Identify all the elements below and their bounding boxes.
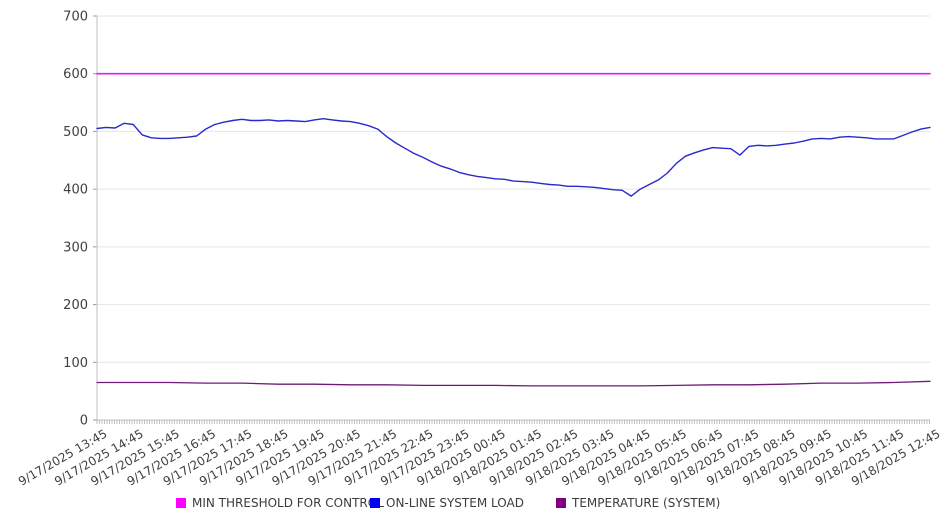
system-load-swatch-icon xyxy=(370,498,380,508)
y-axis-ticks xyxy=(93,15,97,421)
y-axis-label: 500 xyxy=(63,125,88,140)
legend-item-temperature[interactable]: TEMPERATURE (SYSTEM) xyxy=(556,496,720,510)
legend-item-min-threshold[interactable]: MIN THRESHOLD FOR CONTROL xyxy=(176,496,384,510)
min-threshold-swatch-icon xyxy=(176,498,186,508)
x-axis-minor-ticks xyxy=(96,420,930,424)
legend-label-min-threshold: MIN THRESHOLD FOR CONTROL xyxy=(192,496,384,510)
y-axis-labels: 0 100 200 300 400 500 600 700 xyxy=(63,10,88,429)
y-gridlines xyxy=(97,15,930,363)
y-axis-label: 600 xyxy=(63,67,88,82)
series-line-on-line-system-load xyxy=(96,117,931,197)
x-axis-labels: 9/17/2025 13:459/17/2025 14:459/17/2025 … xyxy=(16,426,943,488)
legend-label-temperature: TEMPERATURE (SYSTEM) xyxy=(572,496,721,510)
legend-label-system-load: ON-LINE SYSTEM LOAD xyxy=(386,496,524,510)
axes xyxy=(96,16,930,421)
series-line-temperature-system xyxy=(96,380,931,387)
y-axis-label: 400 xyxy=(63,183,88,198)
legend-item-system-load[interactable]: ON-LINE SYSTEM LOAD xyxy=(370,496,556,510)
temperature-swatch-icon xyxy=(556,498,566,508)
chart-legend: MIN THRESHOLD FOR CONTROL ON-LINE SYSTEM… xyxy=(176,496,720,510)
y-axis-label: 200 xyxy=(63,298,88,313)
y-axis-label: 700 xyxy=(63,10,88,25)
y-axis-label: 100 xyxy=(63,356,88,371)
y-axis-label: 300 xyxy=(63,240,88,255)
y-axis-label: 0 xyxy=(80,414,88,429)
line-chart: 0 100 200 300 400 500 600 700 9/17/2025 13:459/1… xyxy=(16,10,943,489)
